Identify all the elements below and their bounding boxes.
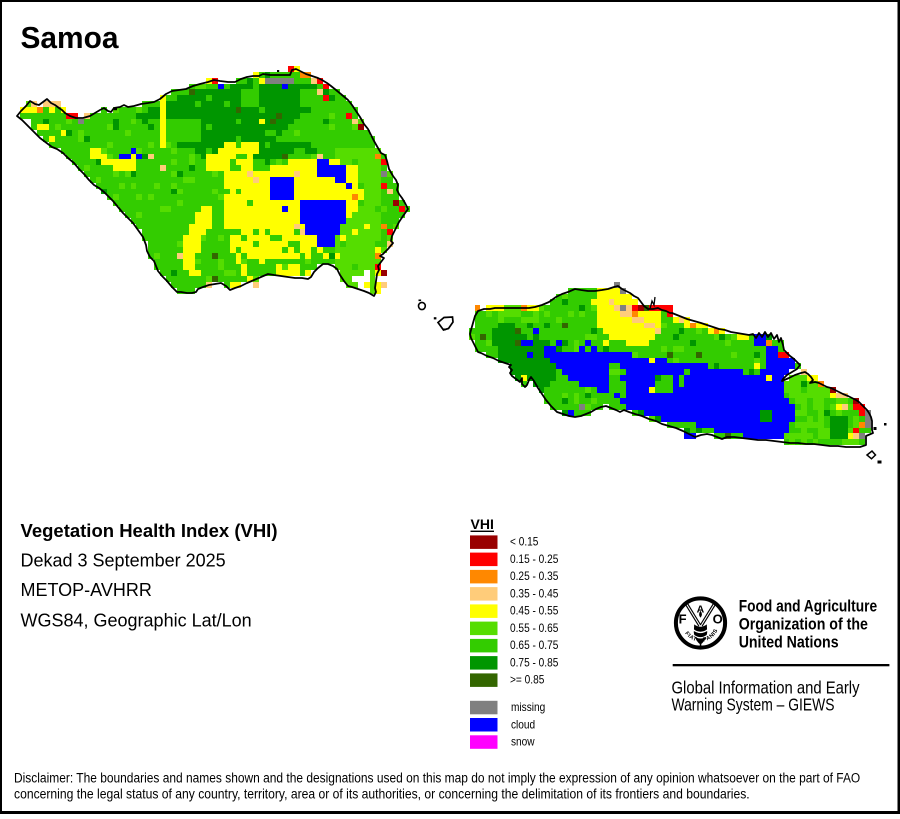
svg-text:0.65 - 0.75: 0.65 - 0.75	[510, 640, 558, 653]
svg-text:VHI: VHI	[471, 516, 494, 532]
svg-text:Food and Agriculture: Food and Agriculture	[739, 597, 877, 616]
svg-text:METOP-AVHRR: METOP-AVHRR	[21, 580, 152, 600]
svg-text:0.15 - 0.25: 0.15 - 0.25	[510, 553, 558, 566]
svg-text:Disclaimer: The boundaries and: Disclaimer: The boundaries and names sho…	[14, 770, 860, 786]
svg-text:snow: snow	[511, 736, 535, 749]
svg-text:concerning the legal status of: concerning the legal status of any count…	[14, 786, 750, 802]
svg-text:Organization of the: Organization of the	[739, 615, 868, 634]
svg-text:F: F	[679, 612, 687, 627]
svg-text:O: O	[713, 612, 723, 627]
svg-text:0.45 - 0.55: 0.45 - 0.55	[510, 605, 558, 618]
svg-text:< 0.15: < 0.15	[510, 536, 538, 549]
svg-text:0.35 - 0.45: 0.35 - 0.45	[510, 588, 558, 601]
svg-text:Warning System – GIEWS: Warning System – GIEWS	[672, 695, 835, 715]
svg-text:Vegetation Health Index (VHI): Vegetation Health Index (VHI)	[21, 520, 278, 541]
svg-text:>= 0.85: >= 0.85	[510, 674, 544, 687]
svg-text:0.75 - 0.85: 0.75 - 0.85	[510, 657, 558, 670]
svg-text:0.25 - 0.35: 0.25 - 0.35	[510, 571, 558, 584]
svg-text:United Nations: United Nations	[739, 633, 839, 652]
svg-text:cloud: cloud	[511, 719, 535, 732]
svg-text:WGS84, Geographic Lat/Lon: WGS84, Geographic Lat/Lon	[21, 610, 252, 630]
svg-text:missing: missing	[511, 702, 545, 715]
svg-text:Dekad 3 September 2025: Dekad 3 September 2025	[21, 551, 226, 571]
svg-text:Samoa: Samoa	[21, 20, 120, 55]
svg-text:0.55 - 0.65: 0.55 - 0.65	[510, 622, 558, 635]
